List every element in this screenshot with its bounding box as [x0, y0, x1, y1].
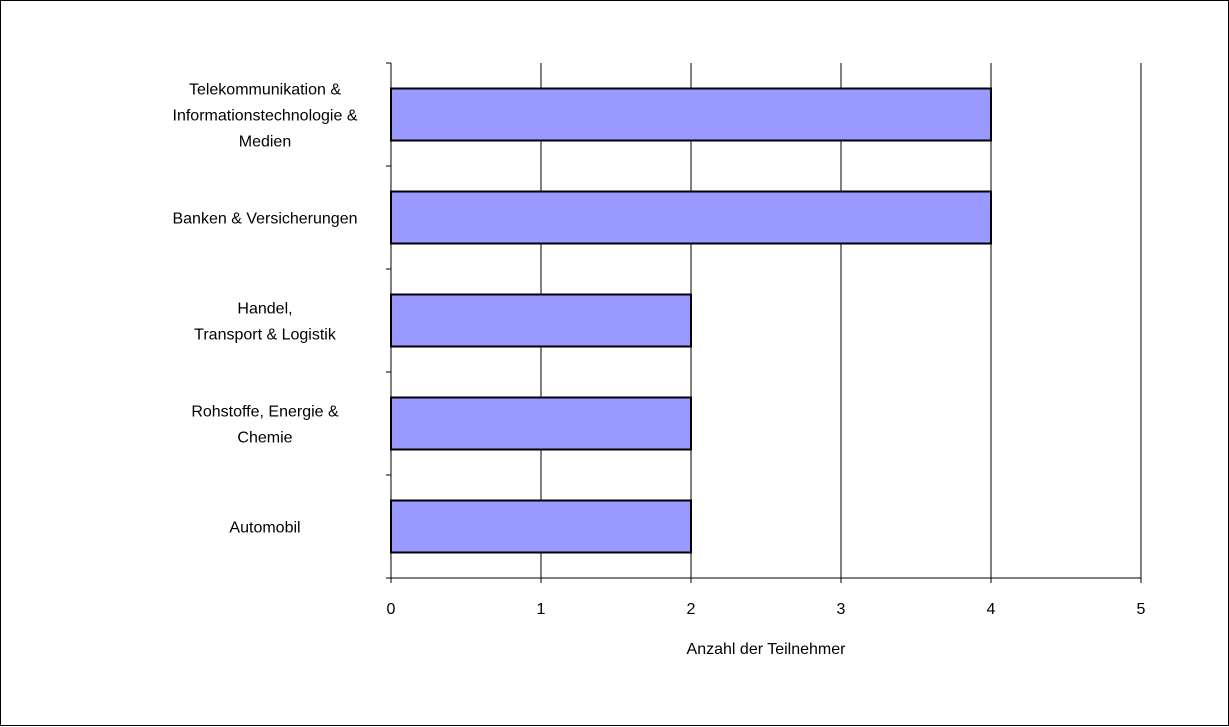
category-label: Rohstoffe, Energie &: [191, 404, 339, 421]
gridlines: [386, 62, 1142, 583]
category-label: Telekommunikation &: [189, 82, 341, 99]
bar: [390, 293, 692, 348]
bar: [390, 396, 692, 451]
x-tick-label: 4: [987, 601, 996, 618]
category-label: Informationstechnologie &: [173, 108, 358, 125]
axes: [390, 63, 1141, 579]
bars: [390, 87, 992, 554]
category-labels: Telekommunikation & Informationstechnolog…: [172, 82, 357, 537]
category-label: Banken & Versicherungen: [172, 211, 357, 228]
x-tick-label: 2: [687, 601, 696, 618]
bar: [390, 499, 692, 554]
category-label: Automobil: [229, 520, 300, 537]
bar: [390, 190, 992, 245]
category-label: Transport & Logistik: [194, 327, 337, 344]
bar: [390, 87, 992, 142]
x-tick-label: 1: [537, 601, 546, 618]
x-axis-title: Anzahl der Teilnehmer: [687, 641, 847, 658]
x-tick-label: 5: [1137, 601, 1146, 618]
x-tick-label: 3: [837, 601, 846, 618]
x-tick-label: 0: [387, 601, 396, 618]
x-tick-labels: 0 1 2 3 4 5: [387, 601, 1146, 618]
category-label: Chemie: [237, 430, 292, 447]
category-label: Handel,: [237, 301, 292, 318]
category-label: Medien: [239, 134, 291, 151]
